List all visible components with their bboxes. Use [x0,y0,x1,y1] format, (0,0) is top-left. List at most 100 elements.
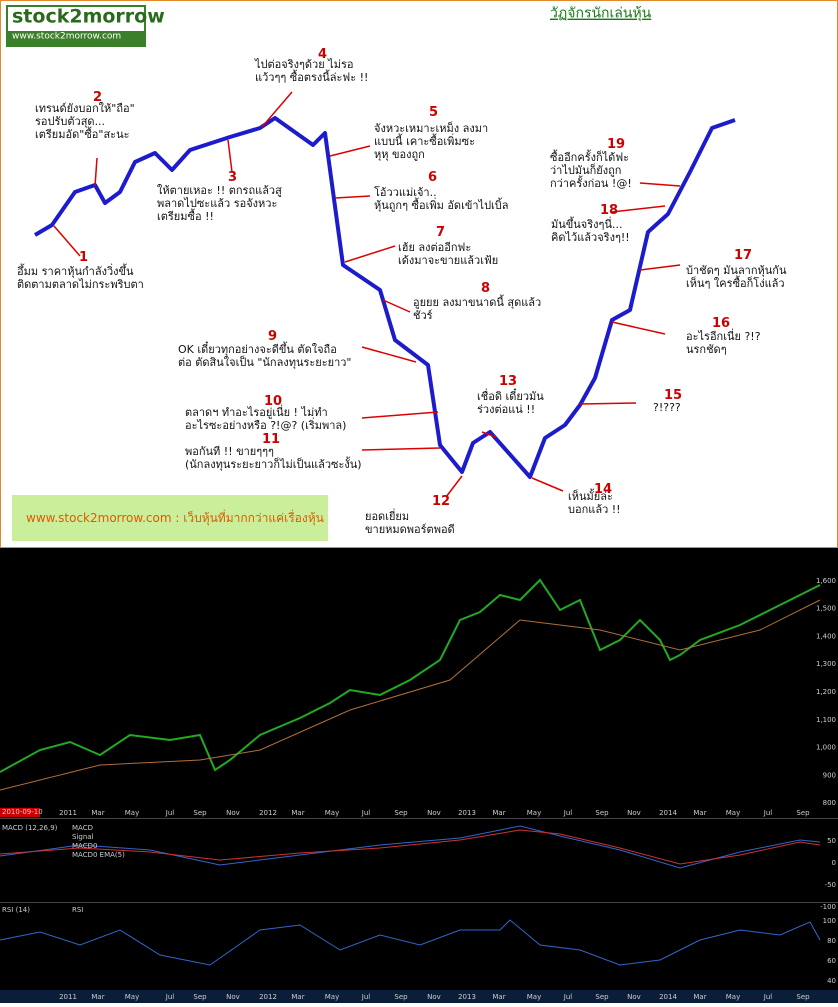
macd-label: 0 [832,859,836,867]
rsi-title: RSI (14) [2,906,30,914]
annotation-number: 11 [262,432,280,447]
price-label: 1,200 [816,688,836,696]
annotation-text: คิดไว้แล้วจริงๆ!! [551,231,630,244]
sep2 [0,902,838,903]
x-label-bottom: Jul [763,993,773,1001]
x-label: Jul [165,809,175,817]
x-label: 2012 [259,809,277,817]
annotation-text: OK เดี๋ยวทุกอย่างจะดีขึ้น ตัดใจถือ [178,340,337,356]
price-label: 900 [823,771,836,779]
annotation-text: จังหวะเหมาะเหม็ง ลงมา [374,121,488,135]
logo-bg [8,7,144,31]
annotation-text: ให้ตายเหอะ !! ตกรถแล้วสู [157,184,282,197]
dynamic: 1อึ้มม ราคาหุ้นกำลังวิ่งขึ้นติดตามตลาดไม… [2,47,836,1001]
x-label: May [125,809,139,817]
macd-legend: MACD [72,824,93,832]
annotation-text: ตลาดฯ ทำอะไรอยู่เนี่ย ! ไม่ทำ [185,404,328,419]
x-label: 2011 [59,809,77,817]
macd-label: -100 [820,903,836,911]
annotation-text: หุ้นถูกๆ ซื้อเพิ่ม อัดเข้าไปเบิ้ล [374,197,509,212]
annotation-number: 12 [432,494,450,509]
trading-panel [0,548,838,1003]
annotation-text: บอกแล้ว !! [568,503,621,516]
annotation-text: แบบนี้ เคาะซื้อเพิ่มซะ [374,133,475,148]
annotation-text: รอปรับตัวสุด... [35,115,105,128]
sep1 [0,818,838,819]
annotation-text: ชัวร์ [413,309,433,322]
annotation-text: ?!??? [653,401,681,414]
annotation-number: 8 [481,281,490,296]
annotation-text: หุหุ ของถูก [374,148,425,161]
x-label-bottom: May [527,993,541,1001]
x-label-bottom: Nov [226,993,240,1001]
title: วัฏจักรนักเล่นหุ้น [550,6,652,22]
x-label-bottom: Sep [193,993,207,1001]
annotation-text: ร่วงต่อแน่ !! [477,403,535,416]
x-label: Sep [193,809,207,817]
annotation-number: 16 [712,316,730,331]
price-decor [0,578,821,966]
x-label: Mar [693,809,706,817]
annotation-text: กว่าครั้งก่อน !@! [550,175,632,190]
x-label: May [325,809,339,817]
annotation-number: 15 [664,388,682,403]
x-label-bottom: 2012 [259,993,277,1001]
x-label-bottom: Jul [165,993,175,1001]
macd-label: 50 [827,837,836,845]
macd-legend: MACD0 [72,842,97,850]
x-label-bottom: Sep [394,993,408,1001]
top-panel [0,0,838,549]
logo-url: www.stock2morrow.com [12,32,121,42]
rsi-label: 60 [827,957,836,965]
annotation-number: 3 [228,170,237,185]
x-label: 2013 [458,809,476,817]
macd-legend: Signal [72,833,94,841]
x-label: 2014 [659,809,677,817]
x-label-bottom: Sep [595,993,609,1001]
rsi-label: 100 [823,917,836,925]
x-label-bottom: Nov [427,993,441,1001]
annotation-text: นรกชัดๆ [686,343,727,356]
rsi-label: 40 [827,977,836,985]
x-label-bottom: Nov [627,993,641,1001]
x-label: Mar [492,809,505,817]
x-label: Sep [394,809,408,817]
annotation-text: ซื้ออีกครั้งก็ได้ฟะ [550,149,629,164]
x-label-bottom: Mar [492,993,505,1001]
x-axis-bar [0,990,838,1003]
x-label: Jul [361,809,371,817]
x-label-bottom: Mar [91,993,104,1001]
x-label-bottom: 2013 [458,993,476,1001]
annotation-number: 14 [594,482,612,497]
annotation-text: พอกันที !! ขายๆๆๆ [185,445,274,458]
annotation-text: บ้าชัดๆ มันลากหุ้นกัน [686,264,787,277]
annotation-number: 4 [318,47,327,62]
logo: stock2morrow [12,6,165,28]
x-label-bottom: Mar [291,993,304,1001]
annotation-number: 18 [600,203,618,218]
x-label-bottom: May [726,993,740,1001]
annotation-text: มันขึ้นจริงๆนี่... [551,216,622,231]
x-label: Nov [226,809,240,817]
x-label-bottom: May [325,993,339,1001]
x-label: May [527,809,541,817]
x-label-bottom: Jul [361,993,371,1001]
annotation-text: ต่อ ตัดสินใจเป็น "นักลงทุนระยะยาว" [178,355,352,369]
date-label: 2010-09-10 [2,808,43,816]
annotation-number: 17 [734,248,752,263]
x-label: Mar [291,809,304,817]
annotation-number: 6 [428,170,437,185]
price-label: 1,400 [816,632,836,640]
cycle-line [33,116,736,479]
x-label: Jul [563,809,573,817]
annotation-text: อึ้มม ราคาหุ้นกำลังวิ่งขึ้น [17,263,134,278]
price-label: 1,000 [816,744,836,752]
annotation-number: 1 [79,250,88,265]
x-label: Sep [595,809,609,817]
annotation-number: 2 [93,90,102,105]
x-label: Nov [427,809,441,817]
annotation-text: เชื่อดิ เดี๋ยวมัน [477,387,544,403]
annotation-number: 19 [607,137,625,152]
x-label: May [726,809,740,817]
